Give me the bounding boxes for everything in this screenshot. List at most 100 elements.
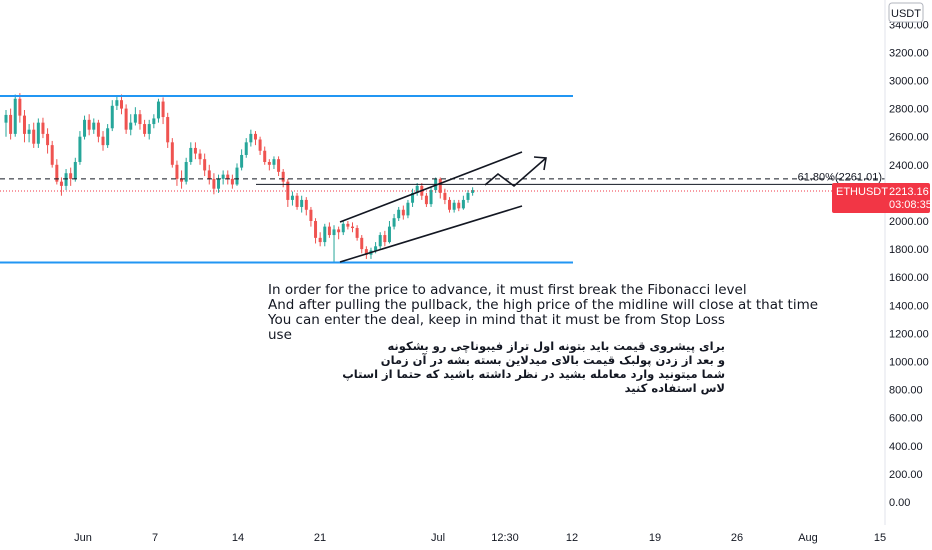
- y-tick-label: 200.00: [889, 469, 923, 481]
- candle-body: [249, 133, 253, 143]
- candle-body: [378, 235, 382, 247]
- candle-body: [92, 122, 96, 130]
- y-tick-label: 0.00: [889, 497, 910, 509]
- candle-body: [83, 119, 87, 137]
- rising-channel-top[interactable]: [339, 151, 523, 223]
- currency-label: USDT: [891, 8, 921, 20]
- note-en-line: And after pulling the pullback, the high…: [268, 297, 819, 313]
- candle-body: [156, 101, 160, 119]
- candle-body: [27, 129, 31, 134]
- note-fa-line: شما میتونید وارد معامله بشید در نظر داشت…: [342, 367, 725, 381]
- candle-body: [101, 136, 105, 146]
- candle-body: [87, 119, 91, 130]
- projection-path[interactable]: [484, 157, 547, 188]
- candle-body: [424, 195, 428, 205]
- y-tick-label: 2000.00: [889, 216, 929, 228]
- candle-body: [397, 209, 401, 219]
- candle-body: [401, 209, 405, 216]
- candle-body: [175, 164, 179, 179]
- candle-body: [314, 221, 318, 238]
- candle-body: [73, 161, 77, 179]
- candle-body: [415, 185, 419, 193]
- y-tick-label: 2800.00: [889, 104, 929, 116]
- candle-body: [364, 249, 368, 255]
- y-tick-label: 3000.00: [889, 76, 929, 88]
- candle-body: [189, 147, 193, 162]
- candle-body: [180, 178, 184, 182]
- x-tick-label: Aug: [798, 532, 818, 544]
- y-axis[interactable]: 3400.003200.003000.002800.002600.002400.…: [832, 0, 932, 525]
- candle-body: [351, 226, 354, 229]
- candle-body: [78, 136, 82, 162]
- candle-body: [438, 178, 442, 193]
- candle-body: [277, 159, 281, 172]
- candle-body: [323, 226, 327, 243]
- candle-body: [64, 173, 68, 186]
- candle-body: [193, 147, 197, 154]
- note-fa-line: برای پیشروی قیمت باید بتونه اول تراز فیب…: [387, 339, 725, 353]
- candle-body: [217, 178, 221, 189]
- y-tick-label: 800.00: [889, 385, 923, 397]
- note-fa-line: لاس استفاده کنید: [624, 381, 725, 395]
- candle-body: [69, 173, 73, 179]
- candle-body: [387, 226, 391, 243]
- candle-body: [203, 159, 207, 171]
- candle-body: [290, 195, 294, 200]
- y-tick-label: 2400.00: [889, 160, 929, 172]
- candle-body: [443, 192, 447, 200]
- candle-body: [253, 133, 257, 140]
- candle-body: [457, 202, 461, 209]
- annotation-persian: برای پیشروی قیمت باید بتونه اول تراز فیب…: [342, 339, 725, 395]
- candle-body: [406, 202, 410, 216]
- candle-body: [466, 192, 470, 200]
- candle-body: [22, 115, 26, 134]
- candle-body: [374, 246, 378, 251]
- candle-body: [96, 122, 100, 137]
- x-tick-label: Jun: [74, 532, 92, 544]
- currency-badge[interactable]: [888, 2, 924, 23]
- x-tick-label: 19: [649, 532, 661, 544]
- candle-body: [471, 190, 475, 193]
- candle-body: [170, 142, 174, 165]
- candle-body: [184, 161, 188, 182]
- candle-body: [240, 154, 244, 168]
- y-tick-label: 1600.00: [889, 272, 929, 284]
- x-tick-label: 12: [566, 532, 578, 544]
- candle-body: [327, 226, 331, 236]
- last-price-value: 2213.16: [889, 186, 929, 198]
- x-tick-label: 21: [314, 532, 326, 544]
- candle-body: [309, 209, 313, 221]
- candle-body: [124, 108, 128, 130]
- candle-body: [452, 202, 456, 210]
- rising-channel-bottom[interactable]: [339, 205, 523, 263]
- candle-body: [115, 100, 119, 106]
- note-en-line: You can enter the deal, keep in mind tha…: [268, 312, 725, 328]
- y-tick-label: 1000.00: [889, 357, 929, 369]
- candle-body: [337, 229, 341, 233]
- candle-body: [36, 122, 40, 144]
- candle-body: [50, 145, 54, 165]
- candle-body: [318, 237, 322, 243]
- x-tick-label: 15: [874, 532, 886, 544]
- candle-body: [235, 167, 239, 185]
- candle-body: [244, 142, 248, 155]
- candle-body: [55, 164, 59, 182]
- candle-body: [360, 237, 364, 250]
- candle-body: [221, 174, 225, 179]
- candle-body: [230, 178, 234, 185]
- candle-body: [207, 170, 211, 179]
- candle-body: [166, 117, 170, 143]
- y-tick-label: 1400.00: [889, 300, 929, 312]
- candle-body: [300, 199, 304, 207]
- candle-body: [120, 100, 123, 109]
- candle-body: [461, 199, 465, 209]
- candle-body: [41, 122, 45, 134]
- drawings: 61.80%(2261.01): [0, 94, 885, 264]
- candle-body: [161, 101, 165, 118]
- x-axis[interactable]: Jun 7 14 21 Jul 12:30 12 19 26 Aug 15: [74, 532, 886, 544]
- candle-body: [281, 171, 285, 182]
- x-tick-label: 12:30: [491, 532, 519, 544]
- candle-body: [147, 124, 151, 134]
- candle-body: [212, 178, 216, 189]
